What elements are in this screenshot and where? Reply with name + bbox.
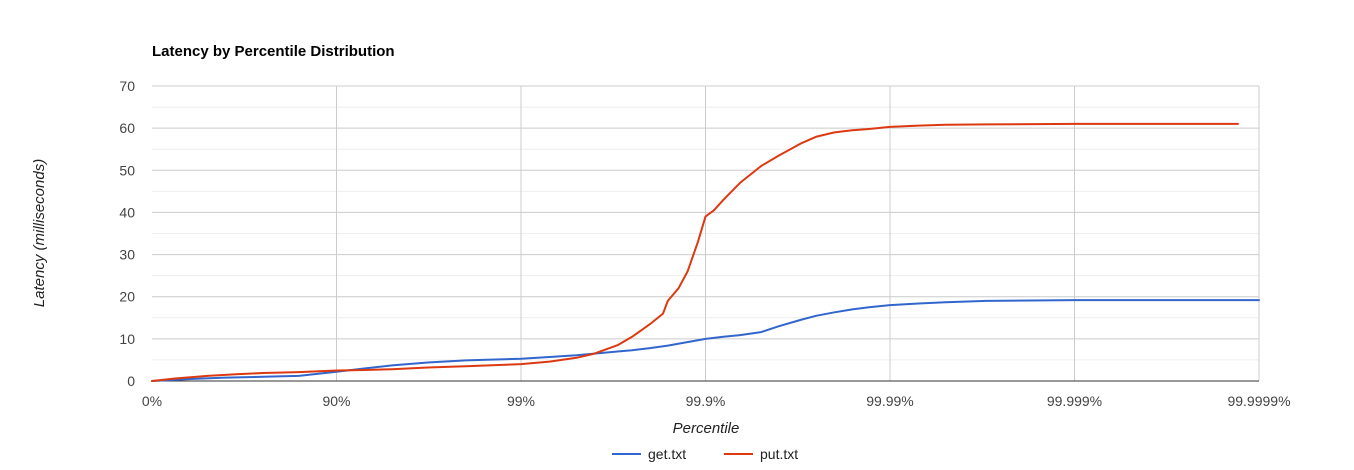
legend: get.txt put.txt: [612, 446, 798, 462]
series-line-get-txt: [151, 299, 1260, 382]
y-tick-label: 60: [119, 120, 135, 136]
x-tick-label: 0%: [142, 393, 162, 409]
series-line-put-txt: [151, 122, 1239, 382]
x-tick-label: 99.9999%: [1227, 393, 1290, 409]
x-axis-label: Percentile: [673, 420, 740, 437]
x-tick-label: 90%: [322, 393, 350, 409]
y-tick-label: 0: [127, 373, 135, 389]
legend-label: put.txt: [760, 446, 798, 462]
y-tick-label: 20: [119, 289, 135, 305]
series-layer: [151, 122, 1260, 382]
major-gridlines: [152, 85, 1260, 382]
y-axis-ticks: 0 10 20 30 40 50 60 70: [119, 78, 135, 389]
x-tick-label: 99%: [507, 393, 535, 409]
x-tick-label: 99.999%: [1047, 393, 1102, 409]
chart-title: Latency by Percentile Distribution: [152, 43, 395, 60]
y-tick-label: 30: [119, 247, 135, 263]
y-tick-label: 70: [119, 78, 135, 94]
x-axis-ticks: 0% 90% 99% 99.9% 99.99% 99.999% 99.9999%: [142, 393, 1291, 409]
y-axis-label: Latency (milliseconds): [31, 159, 48, 307]
y-tick-label: 40: [119, 204, 135, 220]
y-tick-label: 10: [119, 331, 135, 347]
x-tick-label: 99.9%: [686, 393, 726, 409]
x-tick-label: 99.99%: [866, 393, 913, 409]
legend-label: get.txt: [648, 446, 686, 462]
y-tick-label: 50: [119, 162, 135, 178]
